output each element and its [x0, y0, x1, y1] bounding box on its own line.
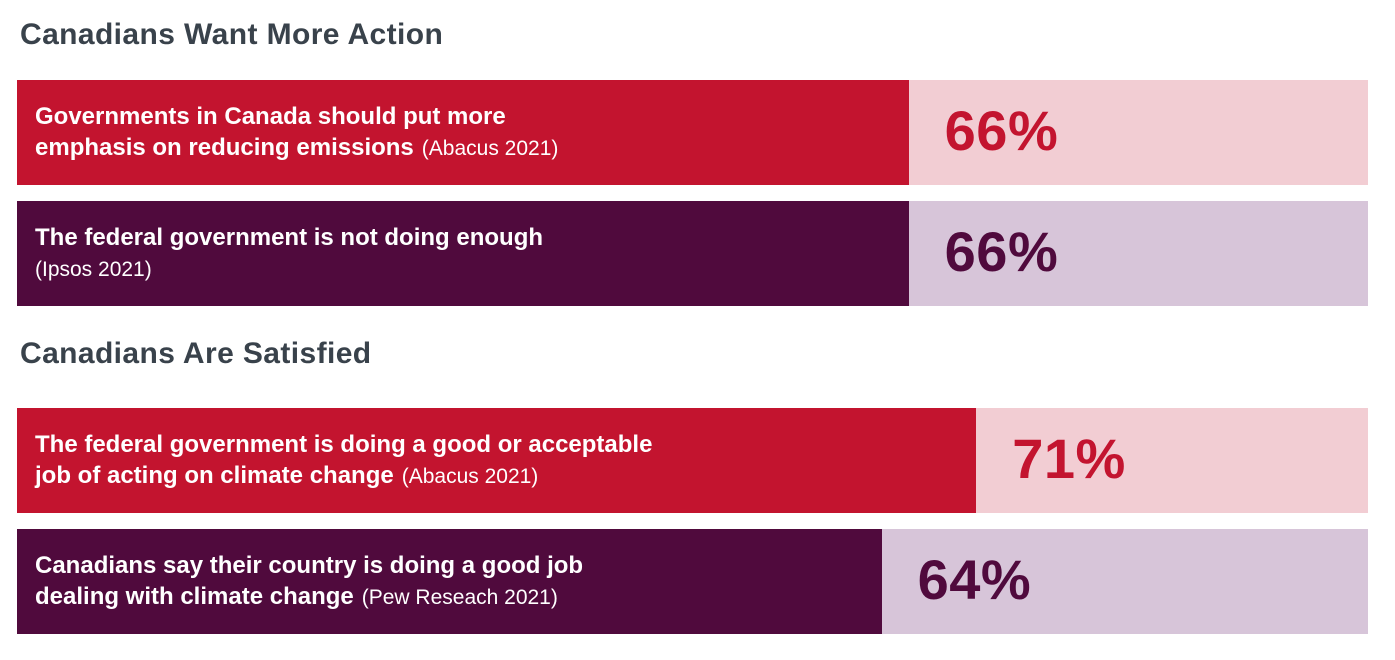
bar-track: 66% [908, 80, 1368, 185]
bar-percent-label: 71% [1012, 426, 1126, 490]
bar-statement-line2: (Ipsos 2021) [35, 253, 899, 285]
bar-source-label: (Abacus 2021) [401, 465, 539, 488]
bar-statement-line2: emphasis on reducing emissions (Abacus 20… [35, 132, 899, 164]
bar-percent-label: 66% [944, 219, 1059, 283]
bar-fill: The federal government is doing a good o… [17, 408, 977, 513]
bar-statement-text: The federal government is not doing enou… [35, 224, 544, 251]
bar-statement-text: Canadians say their country is doing a g… [35, 552, 584, 579]
bar-source-label: (Pew Reseach 2021) [361, 586, 558, 609]
bar-statement-line1: Canadians say their country is doing a g… [35, 550, 872, 581]
bar-fill: Canadians say their country is doing a g… [17, 529, 882, 634]
bar-statement-line1: Governments in Canada should put more [35, 101, 899, 132]
bar-percent-label: 66% [944, 98, 1059, 162]
bar-track: 66% [908, 201, 1368, 306]
chart-content: Canadians Want More Action Governments i… [17, 18, 1368, 634]
section-heading-want-more-action: Canadians Want More Action [20, 18, 444, 51]
section-heading-are-satisfied: Canadians Are Satisfied [20, 337, 372, 370]
bar-track: 64% [881, 529, 1368, 634]
bar-source-label: (Abacus 2021) [421, 137, 559, 160]
bar-statement-line1: The federal government is not doing enou… [35, 222, 899, 253]
bar-row-good-acceptable-job: The federal government is doing a good o… [17, 408, 1368, 513]
bar-fill: The federal government is not doing enou… [17, 201, 909, 306]
bar-statement-text: The federal government is doing a good o… [35, 431, 653, 458]
bar-statement-text: job of acting on climate change [35, 462, 394, 489]
bar-statement-line2: job of acting on climate change (Abacus 2… [35, 460, 966, 492]
bar-group-are-satisfied: The federal government is doing a good o… [17, 408, 1368, 634]
bar-track: 71% [976, 408, 1368, 513]
bar-percent-label: 64% [917, 547, 1032, 611]
bar-row-not-doing-enough: The federal government is not doing enou… [17, 201, 1368, 306]
bar-group-want-more-action: Governments in Canada should put more em… [17, 80, 1368, 306]
bar-fill: Governments in Canada should put more em… [17, 80, 909, 185]
bar-statement-line1: The federal government is doing a good o… [35, 429, 966, 460]
bar-row-country-good-job: Canadians say their country is doing a g… [17, 529, 1368, 634]
bar-source-label: (Ipsos 2021) [35, 258, 152, 281]
bar-statement-text: Governments in Canada should put more [35, 103, 506, 130]
bar-statement-line2: dealing with climate change (Pew Reseach … [35, 581, 872, 613]
bar-statement-text: dealing with climate change [35, 583, 354, 610]
bar-row-emphasis-emissions: Governments in Canada should put more em… [17, 80, 1368, 185]
bar-statement-text: emphasis on reducing emissions [35, 134, 414, 161]
